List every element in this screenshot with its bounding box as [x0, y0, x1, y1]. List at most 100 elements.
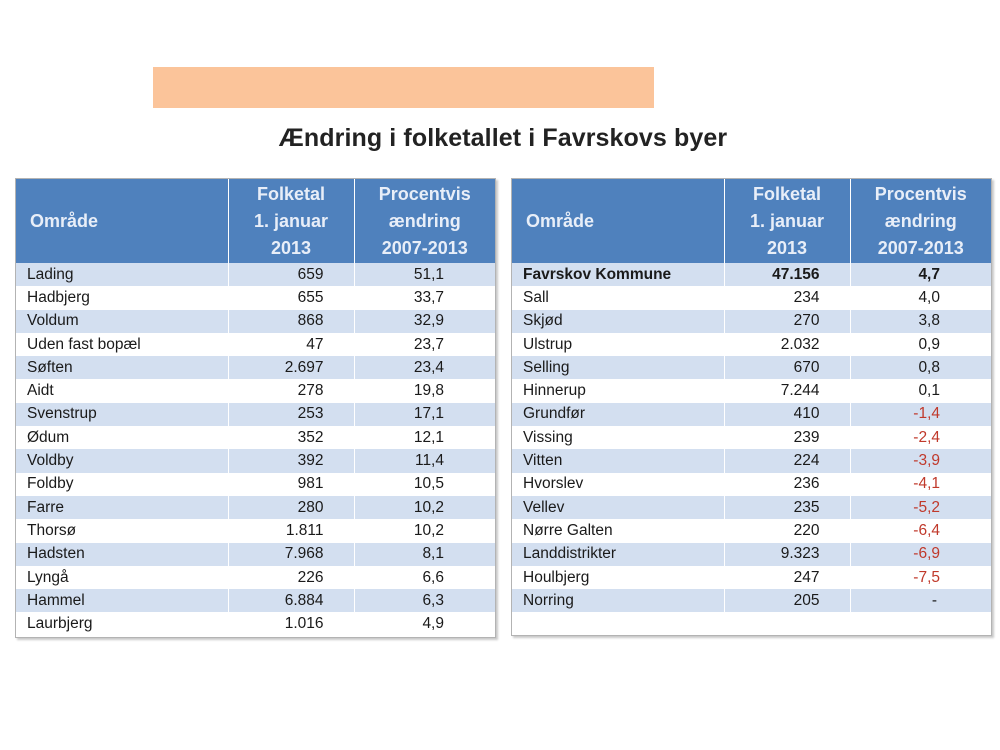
table-row: Grundfør 410 -1,4	[512, 402, 991, 427]
population-cell: 981	[228, 472, 355, 496]
table-row: Svenstrup 253 17,1	[16, 402, 495, 427]
change-cell: 8,1	[354, 542, 495, 566]
area-cell: Voldum	[16, 309, 229, 333]
population-cell: 670	[724, 356, 851, 380]
change-cell: -1,4	[850, 402, 991, 427]
population-cell: 47.156	[724, 263, 851, 287]
area-cell: Nørre Galten	[512, 519, 725, 543]
header-change-line-3: 2007-2013	[877, 237, 964, 258]
change-cell: 51,1	[354, 263, 495, 287]
header-population-line-1: Folketal	[752, 183, 822, 204]
table-row: Voldum 868 32,9	[16, 309, 495, 333]
left-table-body: Lading 659 51,1 Hadbjerg 655 33,7 Voldum 868 32,…	[16, 263, 495, 636]
table-row: Aidt 278 19,8	[16, 379, 495, 403]
header-change-line-1: Procentvis	[874, 183, 967, 204]
area-cell: Sall	[512, 286, 725, 310]
right-table-panel: Område Folketal 1. januar 2013 Procentvi…	[511, 178, 992, 636]
right-population-table: Område Folketal 1. januar 2013 Procentvi…	[512, 179, 991, 613]
change-cell: 6,6	[354, 565, 495, 590]
change-cell: 23,4	[354, 356, 495, 380]
table-row: Uden fast bopæl 47 23,7	[16, 332, 495, 357]
population-cell: 2.032	[724, 332, 851, 357]
table-row: Skjød 270 3,8	[512, 309, 991, 333]
change-cell: 33,7	[354, 286, 495, 310]
change-cell: 4,9	[354, 612, 495, 636]
table-row: Lading 659 51,1	[16, 263, 495, 287]
change-cell: -6,9	[850, 542, 991, 566]
area-cell: Laurbjerg	[16, 612, 229, 636]
header-change: Procentvis ændring 2007-2013	[354, 179, 495, 263]
table-row: Sall 234 4,0	[512, 286, 991, 310]
change-cell: 32,9	[354, 309, 495, 333]
population-cell: 278	[228, 379, 355, 403]
header-population-line-3: 2013	[766, 237, 808, 258]
table-row: Vissing 239 -2,4	[512, 426, 991, 450]
header-population: Folketal 1. januar 2013	[228, 179, 355, 263]
area-cell: Aidt	[16, 379, 229, 403]
population-cell: 247	[724, 565, 851, 590]
area-cell: Svenstrup	[16, 402, 229, 427]
change-cell: 4,0	[850, 286, 991, 310]
table-row: Ulstrup 2.032 0,9	[512, 332, 991, 357]
change-cell: -	[850, 589, 991, 613]
table-row: Lyngå 226 6,6	[16, 565, 495, 590]
table-row: Hinnerup 7.244 0,1	[512, 379, 991, 403]
table-row: Hadbjerg 655 33,7	[16, 286, 495, 310]
table-row: Nørre Galten 220 -6,4	[512, 519, 991, 543]
area-cell: Favrskov Kommune	[512, 263, 725, 287]
population-cell: 280	[228, 495, 355, 520]
population-cell: 236	[724, 472, 851, 496]
population-cell: 1.811	[228, 519, 355, 543]
change-cell: -6,4	[850, 519, 991, 543]
area-cell: Hvorslev	[512, 472, 725, 496]
population-cell: 253	[228, 402, 355, 427]
right-table-body: Favrskov Kommune 47.156 4,7 Sall 234 4,0 Skjød…	[512, 263, 991, 613]
left-population-table: Område Folketal 1. januar 2013 Procentvi…	[16, 179, 495, 636]
header-population-line-2: 1. januar	[253, 210, 329, 231]
table-row: Hvorslev 236 -4,1	[512, 472, 991, 496]
area-cell: Hammel	[16, 589, 229, 613]
change-cell: 19,8	[354, 379, 495, 403]
population-cell: 868	[228, 309, 355, 333]
page-title: Ændring i folketallet i Favrskovs byer	[278, 124, 728, 152]
table-header-row: Område Folketal 1. januar 2013 Procentvi…	[16, 179, 495, 263]
area-cell: Lyngå	[16, 565, 229, 590]
table-row: Thorsø 1.811 10,2	[16, 519, 495, 543]
population-cell: 7.244	[724, 379, 851, 403]
population-cell: 226	[228, 565, 355, 590]
table-row: Hadsten 7.968 8,1	[16, 542, 495, 566]
change-cell: -7,5	[850, 565, 991, 590]
area-cell: Hinnerup	[512, 379, 725, 403]
population-cell: 234	[724, 286, 851, 310]
table-row: Vellev 235 -5,2	[512, 495, 991, 520]
population-cell: 410	[724, 402, 851, 427]
area-cell: Norring	[512, 589, 725, 613]
change-cell: 10,2	[354, 519, 495, 543]
population-cell: 7.968	[228, 542, 355, 566]
table-row: Norring 205-	[512, 589, 991, 613]
area-cell: Voldby	[16, 449, 229, 473]
change-cell: -2,4	[850, 426, 991, 450]
header-population-line-2: 1. januar	[749, 210, 825, 231]
change-cell: -3,9	[850, 449, 991, 473]
header-change-line-2: ændring	[884, 210, 957, 231]
area-cell: Uden fast bopæl	[16, 332, 229, 357]
area-cell: Thorsø	[16, 519, 229, 543]
change-cell: 0,9	[850, 332, 991, 357]
change-cell: 0,8	[850, 356, 991, 380]
population-cell: 9.323	[724, 542, 851, 566]
area-cell: Foldby	[16, 472, 229, 496]
header-population: Folketal 1. januar 2013	[724, 179, 851, 263]
table-row: Farre 280 10,2	[16, 495, 495, 520]
header-population-line-1: Folketal	[256, 183, 326, 204]
area-cell: Søften	[16, 356, 229, 380]
change-cell: 17,1	[354, 402, 495, 427]
population-cell: 659	[228, 263, 355, 287]
area-cell: Vitten	[512, 449, 725, 473]
area-cell: Hadbjerg	[16, 286, 229, 310]
area-cell: Ulstrup	[512, 332, 725, 357]
change-cell: 6,3	[354, 589, 495, 613]
header-change: Procentvis ændring 2007-2013	[850, 179, 991, 263]
area-cell: Houlbjerg	[512, 565, 725, 590]
area-cell: Hadsten	[16, 542, 229, 566]
